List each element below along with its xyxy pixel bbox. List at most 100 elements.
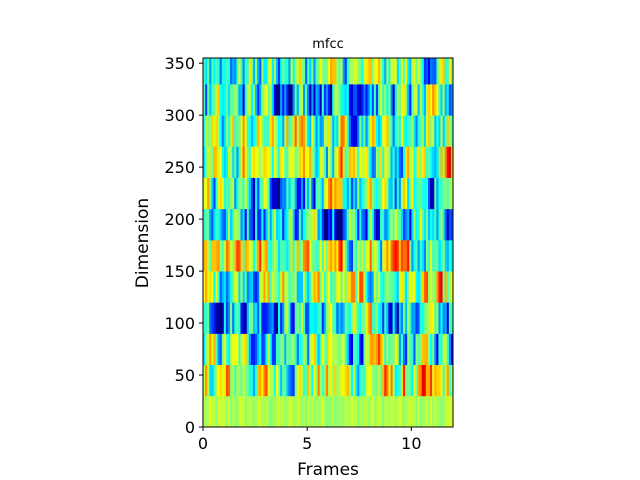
heatmap-cell (257, 115, 260, 147)
heatmap-cell (271, 146, 275, 178)
heatmap-cell (219, 271, 223, 303)
heatmap-cell (442, 115, 446, 147)
heatmap-cell (405, 177, 408, 210)
heatmap-cell (215, 302, 218, 334)
heatmap-cell (403, 177, 406, 210)
heatmap-cell (344, 302, 348, 334)
heatmap-cell (446, 146, 450, 178)
heatmap-cell (434, 115, 437, 147)
heatmap-cell (286, 115, 289, 147)
heatmap-cell (423, 58, 427, 85)
heatmap-cell (230, 271, 233, 303)
heatmap-cell (442, 146, 446, 178)
heatmap-cell (332, 239, 335, 272)
heatmap-cell (382, 333, 385, 366)
heatmap-cell (228, 333, 231, 366)
heatmap-cell (242, 239, 246, 272)
heatmap-cell (421, 271, 425, 303)
heatmap-cell (296, 333, 300, 366)
heatmap-cell (440, 395, 443, 428)
heatmap-cell (230, 239, 233, 272)
heatmap-cell (282, 146, 285, 178)
heatmap-cell (394, 58, 398, 85)
heatmap-cell (305, 115, 308, 147)
heatmap-cell (309, 395, 312, 428)
heatmap-cell (380, 395, 383, 428)
heatmap-cell (282, 302, 285, 334)
heatmap-cell (271, 395, 275, 428)
heatmap-cell (430, 208, 433, 241)
heatmap-cell (278, 58, 281, 85)
heatmap-cell (367, 115, 371, 147)
heatmap-cell (375, 177, 379, 210)
heatmap-cell (234, 302, 237, 334)
heatmap-cell (359, 177, 362, 210)
heatmap-cell (211, 208, 214, 241)
heatmap-cell (313, 364, 316, 397)
heatmap-cell (219, 115, 223, 147)
heatmap-cell (438, 395, 441, 428)
heatmap-cell (217, 395, 221, 428)
heatmap-cell (305, 333, 308, 366)
heatmap-cell (371, 395, 375, 428)
heatmap-cell (240, 58, 243, 85)
heatmap-cell (269, 208, 273, 241)
heatmap-cell (442, 364, 446, 397)
heatmap-cell (205, 58, 208, 85)
heatmap-cell (359, 83, 362, 116)
heatmap-cell (357, 208, 360, 241)
heatmap-cell (215, 395, 218, 428)
heatmap-cell (278, 208, 281, 241)
heatmap-cell (284, 177, 287, 210)
heatmap-cell (242, 302, 246, 334)
heatmap-cell (363, 115, 366, 147)
heatmap-cell (319, 271, 323, 303)
heatmap-cell (440, 83, 443, 116)
heatmap-cell (411, 115, 414, 147)
heatmap-cell (373, 395, 377, 428)
heatmap-cell (338, 83, 341, 116)
heatmap-cell (432, 271, 435, 303)
heatmap-cell (394, 208, 398, 241)
heatmap-cell (205, 83, 208, 116)
heatmap-cell (348, 239, 352, 272)
x-tick-label: 0 (198, 434, 208, 453)
heatmap-cell (305, 239, 308, 272)
heatmap-cell (323, 58, 327, 85)
heatmap-cell (228, 177, 231, 210)
heatmap-cell (250, 302, 254, 334)
heatmap-cell (215, 364, 218, 397)
heatmap-cell (357, 333, 360, 366)
heatmap-cell (307, 58, 310, 85)
heatmap-cell (436, 83, 439, 116)
heatmap-cell (303, 271, 306, 303)
heatmap-cell (388, 83, 391, 116)
heatmap-cell (284, 395, 287, 428)
heatmap-cell (332, 146, 335, 178)
heatmap-cell (411, 239, 414, 272)
heatmap-cell (219, 239, 223, 272)
heatmap-cell (409, 239, 412, 272)
heatmap-cell (413, 58, 416, 85)
heatmap-cell (273, 333, 277, 366)
heatmap-cell (263, 58, 266, 85)
heatmap-cell (444, 364, 448, 397)
heatmap-cell (232, 208, 235, 241)
heatmap-cell (280, 239, 283, 272)
heatmap-cell (236, 208, 239, 241)
heatmap-cell (361, 333, 364, 366)
heatmap-cell (346, 333, 350, 366)
heatmap-cell (357, 239, 360, 272)
heatmap-cell (338, 302, 341, 334)
heatmap-cell (323, 208, 327, 241)
heatmap-cell (436, 364, 439, 397)
heatmap-cell (442, 302, 446, 334)
heatmap-cell (319, 58, 323, 85)
heatmap-cell (407, 115, 410, 147)
heatmap-cell (373, 208, 377, 241)
heatmap-cell (338, 146, 341, 178)
heatmap-cell (436, 239, 439, 272)
heatmap-cell (373, 364, 377, 397)
heatmap-cell (365, 271, 368, 303)
heatmap-cell (328, 302, 331, 334)
